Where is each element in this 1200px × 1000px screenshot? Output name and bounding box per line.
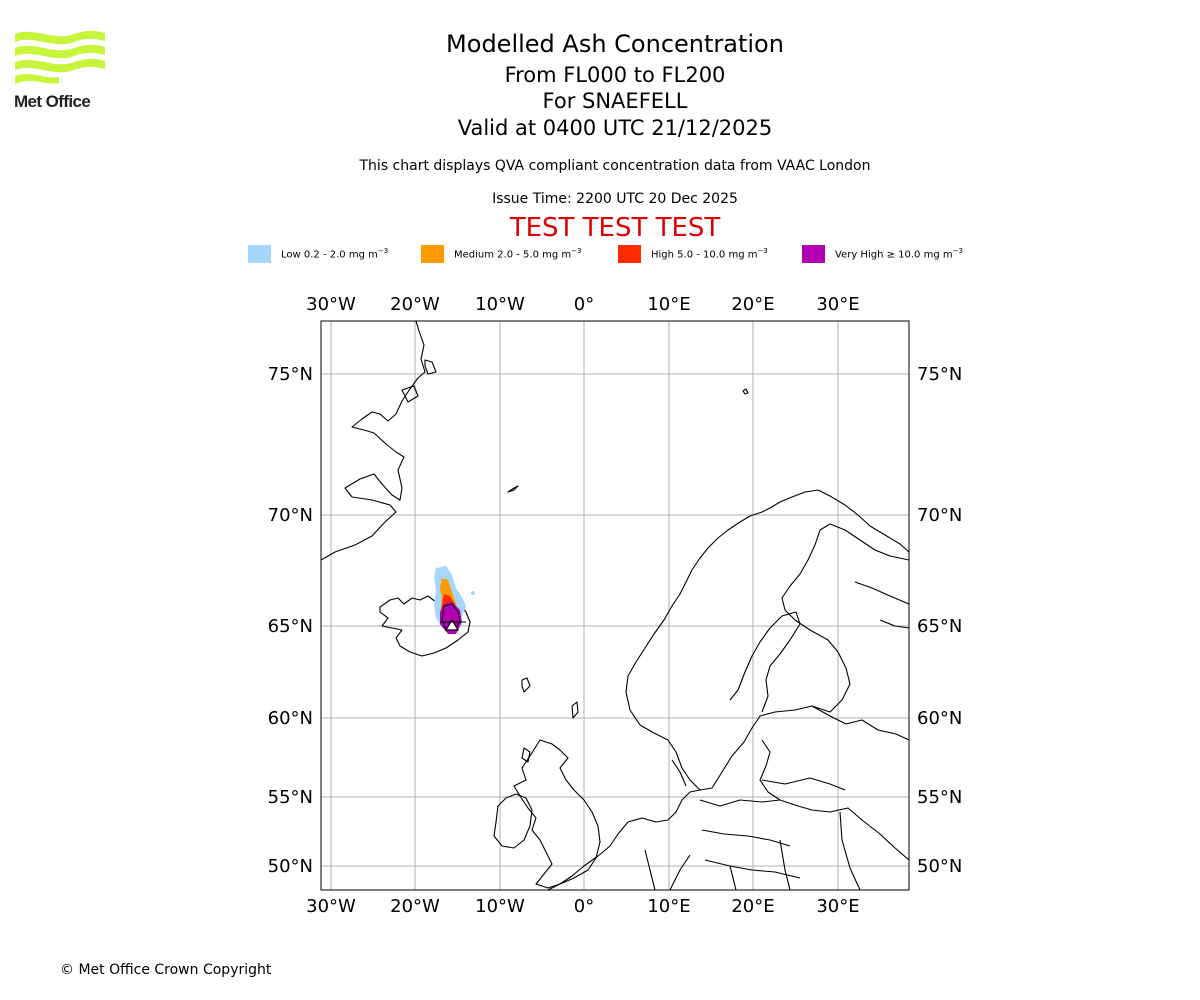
lat-label-55n-right: 55°N bbox=[917, 787, 962, 808]
lon-label-30w-bottom: 30°W bbox=[306, 896, 356, 917]
lon-label-20e-bottom: 20°E bbox=[731, 896, 774, 917]
legend-label-medium: Medium 2.0 - 5.0 mg m−3 bbox=[454, 247, 582, 261]
lon-label-30e-top: 30°E bbox=[816, 294, 859, 315]
lon-label-10w-bottom: 10°W bbox=[475, 896, 525, 917]
copyright: © Met Office Crown Copyright bbox=[60, 962, 272, 978]
britain-coast bbox=[513, 739, 601, 889]
test-banner: TEST TEST TEST bbox=[509, 213, 721, 243]
legend-swatch-very-high bbox=[802, 245, 825, 263]
lat-label-60n-right: 60°N bbox=[917, 708, 962, 729]
legend-item-high: High 5.0 - 10.0 mg m−3 bbox=[618, 244, 768, 264]
lat-label-70n-right: 70°N bbox=[917, 505, 962, 526]
lon-labels-top: 30°W 20°W 10°W 0° 10°E 20°E 30°E bbox=[306, 294, 859, 315]
greenland-coast bbox=[321, 321, 426, 561]
lat-label-65n-right: 65°N bbox=[917, 616, 962, 637]
chart-description: This chart displays QVA compliant concen… bbox=[359, 158, 871, 174]
graticule bbox=[321, 321, 909, 890]
lon-label-0-top: 0° bbox=[574, 294, 594, 315]
lat-label-65n-left: 65°N bbox=[268, 616, 313, 637]
lat-label-75n-right: 75°N bbox=[917, 364, 962, 385]
lat-label-75n-left: 75°N bbox=[268, 364, 313, 385]
map-frame bbox=[320, 320, 910, 891]
met-office-wordmark: Met Office bbox=[14, 92, 91, 111]
legend-item-medium: Medium 2.0 - 5.0 mg m−3 bbox=[421, 244, 581, 264]
lon-label-10w-top: 10°W bbox=[475, 294, 525, 315]
lat-label-70n-left: 70°N bbox=[268, 505, 313, 526]
lon-label-20w-bottom: 20°W bbox=[390, 896, 440, 917]
volcano-name: For SNAEFELL bbox=[542, 89, 688, 113]
scandinavia-coast bbox=[625, 489, 909, 791]
lat-label-60n-left: 60°N bbox=[268, 708, 313, 729]
lon-label-30w-top: 30°W bbox=[306, 294, 356, 315]
lat-label-55n-left: 55°N bbox=[268, 787, 313, 808]
flight-levels: From FL000 to FL200 bbox=[504, 63, 726, 87]
lon-label-10e-bottom: 10°E bbox=[647, 896, 690, 917]
lat-label-50n-right: 50°N bbox=[917, 856, 962, 877]
lon-label-10e-top: 10°E bbox=[647, 294, 690, 315]
lat-label-50n-left: 50°N bbox=[268, 856, 313, 877]
legend-item-very-high: Very High ≥ 10.0 mg m−3 bbox=[802, 244, 963, 264]
valid-time: Valid at 0400 UTC 21/12/2025 bbox=[457, 116, 773, 140]
met-office-logo bbox=[15, 30, 105, 84]
legend-label-high: High 5.0 - 10.0 mg m−3 bbox=[651, 247, 768, 261]
legend-swatch-medium bbox=[421, 245, 444, 263]
ireland-coast bbox=[493, 793, 533, 849]
lat-labels-right: 75°N 70°N 65°N 60°N 55°N 50°N bbox=[917, 364, 962, 877]
volcano-marker[interactable] bbox=[440, 618, 466, 631]
lat-labels-left: 75°N 70°N 65°N 60°N 55°N 50°N bbox=[268, 364, 313, 877]
iceland-coast bbox=[379, 595, 471, 657]
lon-label-20e-top: 20°E bbox=[731, 294, 774, 315]
legend-label-very-high: Very High ≥ 10.0 mg m−3 bbox=[835, 247, 963, 261]
legend-swatch-high bbox=[618, 245, 641, 263]
legend-swatch-low bbox=[248, 245, 271, 263]
issue-time: Issue Time: 2200 UTC 20 Dec 2025 bbox=[492, 191, 738, 207]
lon-label-30e-bottom: 30°E bbox=[816, 896, 859, 917]
legend-item-low: Low 0.2 - 2.0 mg m−3 bbox=[248, 244, 388, 264]
lon-labels-bottom: 30°W 20°W 10°W 0° 10°E 20°E 30°E bbox=[306, 896, 859, 917]
coastlines bbox=[321, 321, 909, 890]
chart-title: Modelled Ash Concentration bbox=[446, 30, 784, 58]
lon-label-0-bottom: 0° bbox=[574, 896, 594, 917]
ash-plume bbox=[434, 566, 475, 634]
legend-label-low: Low 0.2 - 2.0 mg m−3 bbox=[281, 247, 389, 261]
lon-label-20w-top: 20°W bbox=[390, 294, 440, 315]
